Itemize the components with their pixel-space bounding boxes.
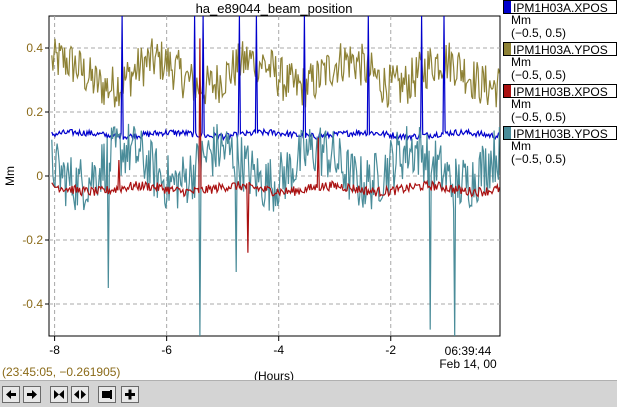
legend-series-range: (−0.5, 0.5) — [511, 68, 567, 82]
arrow-to-bar-icon — [102, 390, 112, 399]
chart-title: ha_e89044_beam_position — [196, 1, 353, 16]
legend-series-label: IPM1H03B.XPOS — [513, 85, 608, 99]
legend-series-unit: Mm — [511, 139, 531, 153]
zoom-in-x-button[interactable] — [50, 386, 68, 403]
legend-color-swatch — [504, 85, 511, 97]
arrow-left-icon — [6, 390, 16, 399]
x-tick-label: -2 — [385, 343, 396, 357]
x-axis-label: (Hours) — [254, 369, 294, 383]
legend-series-unit: Mm — [511, 97, 531, 111]
add-trace-button[interactable] — [121, 386, 139, 403]
x-end-time-label: 06:39:44 — [445, 344, 492, 358]
legend-color-swatch — [504, 43, 511, 55]
y-tick-label: 0 — [36, 169, 43, 183]
y-axis-label: Mm — [3, 166, 17, 186]
go-end-button[interactable] — [98, 386, 116, 403]
legend-series-label: IPM1H03A.XPOS — [513, 1, 608, 15]
legend-series-name[interactable]: IPM1H03A.XPOS — [503, 0, 617, 15]
bowtie-in-icon — [54, 390, 64, 399]
x-tick-label: -6 — [161, 343, 172, 357]
legend-item[interactable]: IPM1H03B.YPOS Mm (−0.5, 0.5) — [503, 126, 617, 166]
legend-item[interactable]: IPM1H03A.XPOS Mm (−0.5, 0.5) — [503, 0, 617, 40]
legend-color-swatch — [504, 1, 511, 13]
plus-icon — [125, 389, 135, 400]
x-tick-label: -8 — [49, 343, 60, 357]
legend-series-unit: Mm — [511, 55, 531, 69]
y-tick-label: -0.4 — [22, 297, 43, 311]
y-tick-label: -0.2 — [22, 233, 43, 247]
toolbar — [0, 380, 617, 407]
series-line-ipm1h03b-xpos — [51, 38, 500, 253]
scroll-right-button[interactable] — [23, 386, 41, 403]
bowtie-out-icon — [74, 390, 86, 399]
legend-item[interactable]: IPM1H03A.YPOS Mm (−0.5, 0.5) — [503, 42, 617, 82]
legend-series-label: IPM1H03A.YPOS — [513, 43, 608, 57]
legend-series-unit: Mm — [511, 13, 531, 27]
legend-series-name[interactable]: IPM1H03B.XPOS — [503, 84, 617, 99]
legend-series-name[interactable]: IPM1H03A.YPOS — [503, 42, 617, 57]
arrow-right-icon — [27, 390, 37, 399]
legend-series-range: (−0.5, 0.5) — [511, 110, 567, 124]
cursor-coordinate-readout: (23:45:05, −0.261905) — [2, 365, 121, 379]
legend-color-swatch — [504, 127, 511, 139]
legend-item[interactable]: IPM1H03B.XPOS Mm (−0.5, 0.5) — [503, 84, 617, 124]
zoom-out-x-button[interactable] — [71, 386, 89, 403]
series-line-ipm1h03b-ypos — [51, 123, 500, 337]
x-end-date-label: Feb 14, 00 — [439, 357, 497, 371]
legend-series-name[interactable]: IPM1H03B.YPOS — [503, 126, 617, 141]
legend-series-range: (−0.5, 0.5) — [511, 26, 567, 40]
legend-series-range: (−0.5, 0.5) — [511, 152, 567, 166]
legend: IPM1H03A.XPOS Mm (−0.5, 0.5) IPM1H03A.YPOS M… — [503, 0, 617, 168]
legend-series-label: IPM1H03B.YPOS — [513, 127, 608, 141]
y-tick-label: 0.2 — [26, 105, 43, 119]
y-tick-label: 0.4 — [26, 41, 43, 55]
series-line-ipm1h03a-ypos — [51, 38, 500, 108]
series-line-ipm1h03a-xpos — [51, 15, 500, 142]
x-tick-label: -4 — [273, 343, 284, 357]
scroll-left-button[interactable] — [2, 386, 20, 403]
